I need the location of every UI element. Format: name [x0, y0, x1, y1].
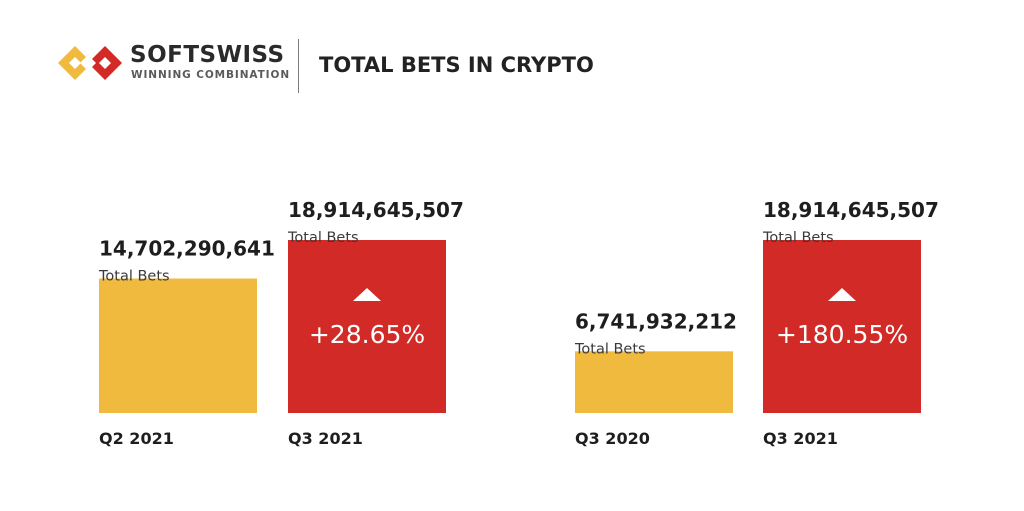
bar	[288, 240, 446, 413]
value-label: 6,741,932,212	[575, 309, 737, 333]
bar	[99, 278, 257, 413]
change-percent: +180.55%	[776, 320, 908, 349]
series-label: Total Bets	[98, 269, 170, 285]
category-label: Q3 2020	[575, 429, 650, 448]
softswiss-logo-icon	[58, 46, 122, 80]
up-arrow-icon	[353, 288, 381, 301]
value-label: 18,914,645,507	[288, 198, 464, 222]
bar	[763, 240, 921, 413]
series-label: Total Bets	[762, 230, 834, 246]
change-percent: +28.65%	[309, 320, 425, 349]
up-arrow-icon	[828, 288, 856, 301]
header-divider	[298, 39, 299, 93]
category-label: Q2 2021	[99, 429, 174, 448]
value-label: 18,914,645,507	[763, 198, 939, 222]
brand-tagline: WINNING COMBINATION	[131, 69, 291, 81]
chart-title: TOTAL BETS IN CRYPTO	[319, 53, 594, 77]
value-label: 14,702,290,641	[99, 237, 275, 261]
series-label: Total Bets	[574, 341, 646, 357]
bar	[575, 351, 733, 413]
category-label: Q3 2021	[288, 429, 363, 448]
brand-name: SOFTSWISS	[130, 42, 285, 68]
category-label: Q3 2021	[763, 429, 838, 448]
series-label: Total Bets	[287, 230, 359, 246]
